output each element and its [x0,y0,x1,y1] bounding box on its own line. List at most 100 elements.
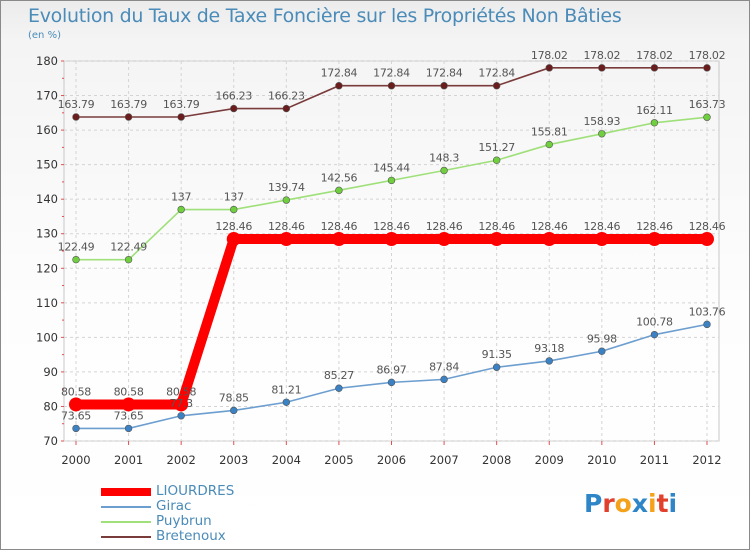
data-label-puybrun: 142.56 [321,171,358,184]
data-point-liourdres [489,232,504,247]
data-label-girac: 93.18 [534,342,564,355]
data-point-liourdres [647,232,662,247]
data-label-girac: 77.3 [170,397,194,410]
data-label-liourdres: 128.46 [583,220,620,233]
data-label-girac: 87.84 [429,360,459,373]
data-label-liourdres: 128.46 [531,220,568,233]
data-label-bretenoux: 178.02 [583,49,620,62]
data-point-girac [440,375,448,384]
x-tick-label: 2008 [482,453,511,467]
data-label-girac: 86.97 [377,363,407,376]
logo-letter: i [668,489,678,518]
data-label-liourdres: 128.46 [426,220,463,233]
x-tick-label: 2001 [114,453,143,467]
y-tick-label: 100 [36,330,58,344]
data-point-girac [72,424,80,433]
y-tick-label: 140 [36,192,58,206]
data-label-bretenoux: 178.02 [689,49,726,62]
data-point-bretenoux [492,82,501,90]
data-point-bretenoux [335,82,343,90]
data-label-liourdres: 128.46 [689,220,726,233]
logo-letter: o [614,489,632,518]
data-point-girac [124,424,133,433]
x-tick-label: 2009 [535,453,564,467]
legend-label: Puybrun [156,513,212,529]
chart-subtitle: (en %) [28,30,61,41]
data-label-girac: 95.98 [587,332,617,345]
x-tick-label: 2004 [272,453,301,467]
y-tick-label: 150 [36,158,58,172]
data-point-puybrun [440,166,448,175]
y-tick-label: 80 [43,399,58,413]
x-tick-label: 2012 [692,453,721,467]
data-label-bretenoux: 166.23 [215,90,252,103]
data-point-girac [335,384,343,392]
data-point-bretenoux [650,64,659,72]
data-point-girac [492,363,501,371]
y-tick-label: 70 [43,434,58,448]
x-tick-label: 2011 [640,453,669,467]
logo-letter: i [648,489,657,518]
data-label-bretenoux: 172.84 [426,67,463,80]
data-point-bretenoux [282,104,291,113]
data-label-liourdres: 80.58 [114,385,144,398]
data-label-girac: 103.76 [689,305,726,318]
data-point-liourdres [594,232,609,247]
data-label-puybrun: 155.81 [531,126,568,139]
data-point-puybrun [492,156,501,164]
data-point-liourdres [331,232,346,247]
data-point-bretenoux [440,82,448,90]
data-label-girac: 73.65 [114,409,144,422]
data-point-bretenoux [72,113,80,121]
data-point-liourdres [69,397,83,412]
data-label-liourdres: 128.46 [478,220,515,233]
data-label-bretenoux: 178.02 [636,49,673,62]
legend-swatch [101,506,151,508]
data-label-bretenoux: 172.84 [373,67,410,80]
x-tick-label: 2000 [61,453,90,467]
data-point-puybrun [703,113,711,121]
y-tick-label: 180 [36,54,58,68]
data-label-puybrun: 158.93 [583,115,620,128]
data-label-puybrun: 145.44 [373,161,410,174]
data-point-liourdres [700,232,714,247]
data-point-liourdres [279,232,294,247]
data-point-bretenoux [230,104,238,113]
legend-swatch [101,536,151,538]
data-point-puybrun [282,196,291,204]
data-label-puybrun: 122.49 [110,241,147,254]
data-label-liourdres: 128.46 [215,220,252,233]
data-label-girac: 78.85 [219,391,249,404]
data-label-puybrun: 148.3 [429,152,459,165]
data-label-girac: 85.27 [324,369,354,382]
data-label-liourdres: 128.46 [321,220,358,233]
data-point-puybrun [72,255,80,264]
y-tick-label: 90 [43,365,58,379]
data-label-liourdres: 128.46 [373,220,410,233]
data-point-liourdres [384,232,399,247]
legend-swatch [101,521,151,523]
data-point-liourdres [226,232,241,247]
data-point-puybrun [335,186,343,195]
data-label-bretenoux: 163.79 [58,98,95,111]
data-label-puybrun: 162.11 [636,104,673,117]
data-label-puybrun: 139.74 [268,181,305,194]
data-point-liourdres [121,397,136,412]
data-label-girac: 100.78 [636,316,673,329]
data-label-bretenoux: 172.84 [478,67,515,80]
x-tick-label: 2007 [429,453,458,467]
data-point-bretenoux [124,113,133,121]
data-label-puybrun: 151.27 [478,141,515,154]
x-tick-label: 2002 [167,453,196,467]
proxiti-logo: Proxiti [584,489,677,518]
x-tick-label: 2003 [219,453,248,467]
y-tick-label: 170 [36,89,58,103]
logo-letter: r [602,489,615,518]
data-point-liourdres [174,397,189,412]
data-point-puybrun [177,205,185,214]
x-tick-label: 2006 [377,453,406,467]
data-point-girac [282,398,291,406]
data-point-puybrun [598,130,606,138]
